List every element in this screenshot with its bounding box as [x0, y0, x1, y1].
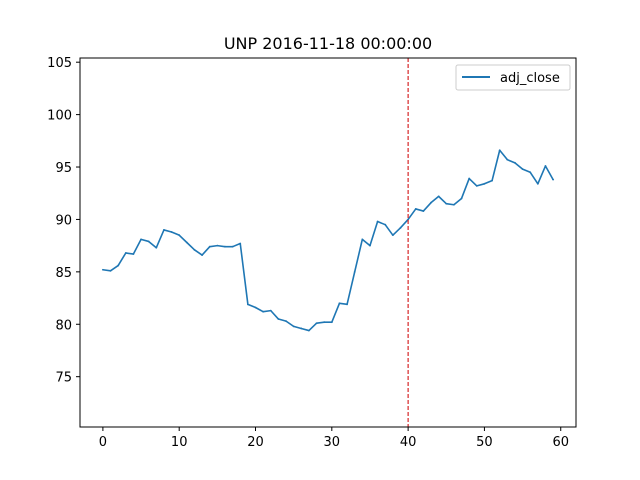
data-point — [529, 171, 532, 174]
data-point — [384, 223, 387, 226]
chart-title: UNP 2016-11-18 00:00:00 — [224, 34, 432, 53]
data-point — [521, 168, 524, 171]
x-tick-label: 20 — [247, 435, 264, 450]
data-point — [491, 179, 493, 182]
data-point — [140, 238, 142, 241]
data-point — [208, 245, 211, 248]
data-point — [147, 240, 150, 243]
data-point — [376, 220, 379, 223]
data-point — [483, 182, 486, 185]
x-tick-label: 40 — [400, 435, 417, 450]
data-point — [300, 327, 303, 330]
data-point — [323, 321, 326, 324]
x-tick-label: 30 — [324, 435, 341, 450]
data-point — [338, 302, 341, 305]
data-point — [407, 218, 410, 221]
data-point — [330, 321, 333, 324]
data-point — [536, 182, 539, 185]
data-point — [132, 253, 135, 255]
y-tick-label: 90 — [55, 213, 72, 228]
y-tick-label: 85 — [55, 266, 72, 281]
data-point — [453, 203, 455, 206]
data-point — [277, 318, 280, 320]
data-point — [498, 149, 501, 152]
data-point — [544, 165, 547, 167]
y-tick-label: 75 — [55, 371, 72, 386]
plot-area — [101, 58, 555, 427]
y-tick-label: 100 — [47, 109, 72, 124]
data-point — [224, 245, 226, 248]
data-point — [163, 229, 165, 231]
data-point — [109, 269, 112, 272]
series-line-adj_close — [102, 149, 554, 332]
x-tick-label: 0 — [99, 435, 107, 450]
data-point — [353, 270, 356, 273]
legend-label: adj_close — [500, 71, 560, 86]
data-point — [437, 195, 440, 198]
data-point — [178, 234, 181, 237]
x-tick-label: 50 — [476, 435, 493, 450]
data-point — [514, 161, 516, 164]
data-point — [285, 320, 287, 323]
data-point — [155, 246, 158, 249]
data-point — [475, 184, 478, 187]
data-point — [193, 248, 196, 251]
data-point — [399, 226, 402, 229]
data-point — [414, 208, 417, 210]
y-tick-label: 80 — [55, 318, 72, 333]
data-point — [552, 178, 555, 181]
data-point — [445, 202, 448, 205]
axes: 0 10 20 30 40 50 60 75 80 85 90 95 100 105 — [47, 56, 577, 450]
data-point — [369, 244, 371, 247]
axes-frame — [79, 57, 577, 428]
data-point — [292, 325, 295, 328]
data-point — [460, 197, 463, 200]
y-tick-label: 105 — [47, 56, 72, 71]
data-point — [231, 245, 234, 248]
legend-box — [455, 64, 571, 91]
data-point — [246, 303, 249, 306]
data-point — [254, 306, 257, 309]
data-point — [391, 234, 394, 237]
data-point — [315, 322, 318, 325]
data-point — [468, 177, 471, 180]
data-point — [308, 329, 310, 332]
data-point — [346, 303, 348, 306]
x-tick-label: 60 — [552, 435, 569, 450]
data-point — [430, 201, 432, 204]
data-point — [117, 264, 120, 267]
data-point — [506, 158, 509, 161]
data-point — [422, 210, 425, 212]
data-point — [124, 252, 127, 254]
data-point — [170, 231, 173, 233]
data-point — [216, 244, 219, 247]
data-point — [361, 238, 364, 241]
data-point — [239, 242, 242, 245]
y-tick-label: 95 — [55, 161, 72, 176]
data-point — [269, 309, 272, 312]
data-point — [101, 268, 104, 271]
x-tick-label: 10 — [171, 435, 188, 450]
data-point — [201, 254, 203, 256]
legend: adj_close — [455, 64, 571, 91]
data-point — [185, 241, 188, 244]
data-point — [262, 310, 265, 313]
